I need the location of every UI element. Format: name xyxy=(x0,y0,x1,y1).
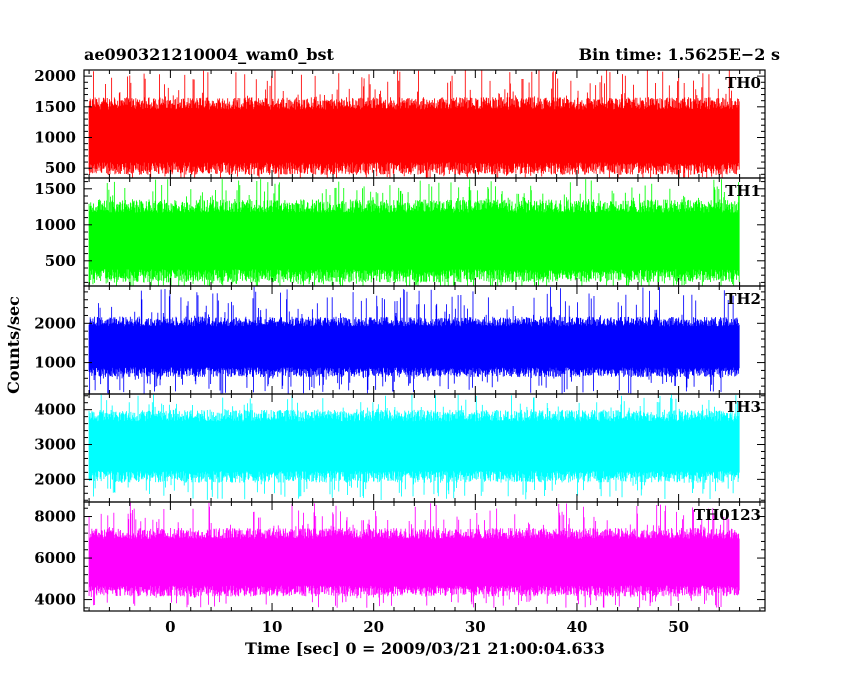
y-tick-label: 6000 xyxy=(34,549,76,567)
y-tick-label: 1000 xyxy=(34,216,76,234)
chart-title: ae090321210004_wam0_bst xyxy=(84,45,335,64)
y-tick-label: 2000 xyxy=(34,314,76,332)
panel-frame-th0123 xyxy=(83,501,766,612)
series-th1 xyxy=(88,179,740,286)
y-tick-label: 4000 xyxy=(34,591,76,609)
x-tick-label: 10 xyxy=(262,618,283,636)
panel-label-th0123: TH0123 xyxy=(694,506,761,524)
y-tick-label: 2000 xyxy=(34,67,76,85)
series-th3 xyxy=(88,394,740,500)
y-tick-label: 1000 xyxy=(34,129,76,147)
y-tick-label: 1500 xyxy=(34,98,76,116)
y-tick-label: 500 xyxy=(45,159,76,177)
panel-label-th2: TH2 xyxy=(725,290,761,308)
x-tick-label: 40 xyxy=(567,618,588,636)
x-tick-label: 20 xyxy=(363,618,384,636)
y-tick-label: 8000 xyxy=(34,508,76,526)
y-tick-label: 3000 xyxy=(34,436,76,454)
y-tick-label: 500 xyxy=(45,252,76,270)
x-tick-label: 0 xyxy=(165,618,175,636)
panel-label-th3: TH3 xyxy=(725,398,761,416)
series-th0123 xyxy=(88,502,740,608)
y-tick-label: 1500 xyxy=(34,180,76,198)
y-tick-label: 1000 xyxy=(34,354,76,372)
series-th2 xyxy=(88,286,740,394)
panel-label-th0: TH0 xyxy=(725,74,761,92)
x-axis-label: Time [sec] 0 = 2009/03/21 21:00:04.633 xyxy=(245,639,605,658)
y-tick-label: 2000 xyxy=(34,470,76,488)
series-th0 xyxy=(88,70,740,178)
x-tick-label: 50 xyxy=(668,618,689,636)
y-tick-label: 4000 xyxy=(34,401,76,419)
bin-time-label: Bin time: 1.5625E−2 s xyxy=(579,45,780,64)
y-axis-label: Counts/sec xyxy=(4,296,23,394)
panel-label-th1: TH1 xyxy=(725,182,761,200)
x-tick-label: 30 xyxy=(465,618,486,636)
